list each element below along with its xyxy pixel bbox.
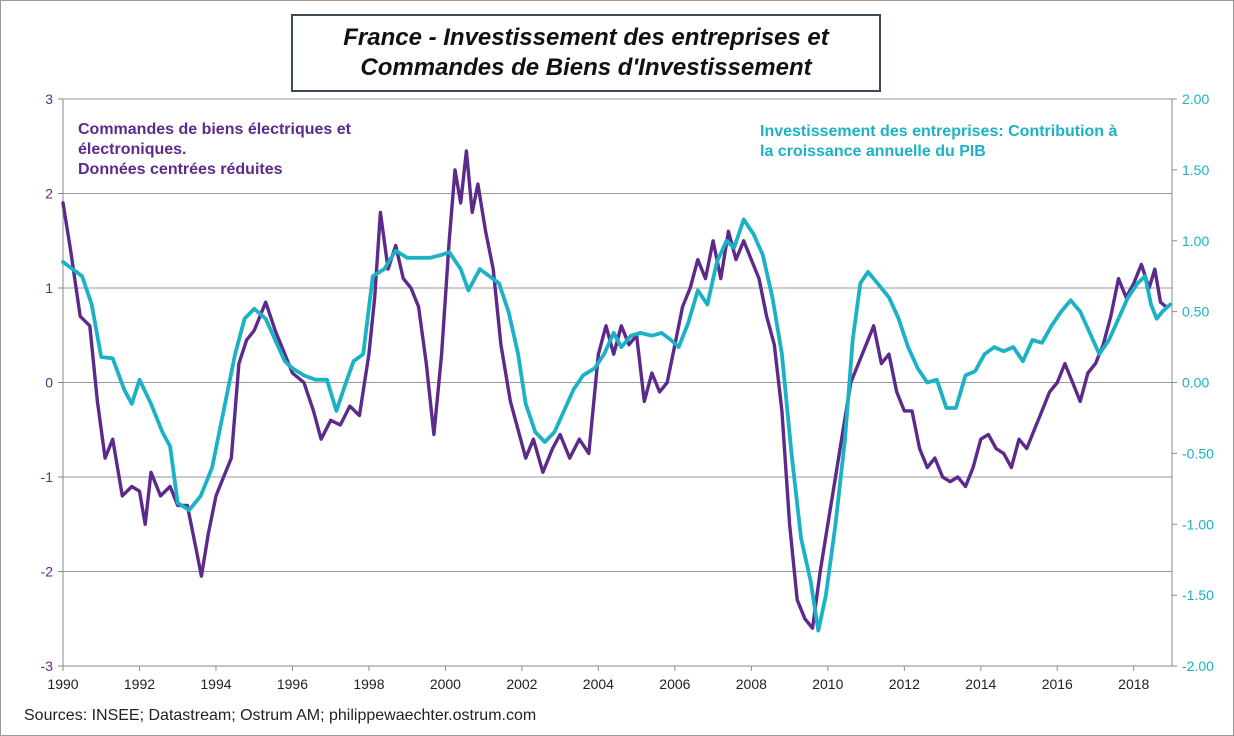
legend-right-line-2: la croissance annuelle du PIB: [760, 143, 986, 160]
series-lines: [61, 149, 1172, 633]
left-tick-label-5: -2: [41, 564, 54, 580]
left-tick-label-2: 1: [45, 280, 53, 296]
left-tick-label-4: -1: [41, 469, 54, 485]
x-tick-label-1: 1992: [124, 676, 155, 692]
x-tick-label-9: 2008: [736, 676, 767, 692]
left-tick-label-3: 0: [45, 375, 53, 391]
right-tick-label-4: 0.00: [1182, 375, 1209, 391]
x-tick-label-13: 2016: [1042, 676, 1073, 692]
right-tick-label-6: -1.00: [1182, 516, 1214, 532]
x-tick-label-7: 2004: [583, 676, 614, 692]
x-tick-label-12: 2014: [965, 676, 996, 692]
right-tick-label-7: -1.50: [1182, 587, 1214, 603]
right-tick-label-8: -2.00: [1182, 658, 1214, 674]
series-line-investissement: [61, 217, 1172, 633]
legend-left-line-3: Données centrées réduites: [78, 161, 283, 178]
legend-right-series: Investissement des entreprises: Contribu…: [760, 122, 1117, 162]
legend-left-line-2: électroniques.: [78, 141, 187, 158]
chart-title-line-1: France - Investissement des entreprises …: [343, 24, 829, 51]
right-tick-label-5: -0.50: [1182, 445, 1214, 461]
series-line-commandes: [61, 149, 1168, 630]
legend-left-series: Commandes de biens électriques et électr…: [78, 120, 351, 180]
x-tick-label-6: 2002: [506, 676, 537, 692]
chart-title-line-2: Commandes de Biens d'Investissement: [360, 54, 812, 81]
legend-left-line-1: Commandes de biens électriques et: [78, 121, 351, 138]
right-tick-label-0: 2.00: [1182, 91, 1209, 107]
x-tick-label-2: 1994: [200, 676, 231, 692]
right-tick-label-2: 1.00: [1182, 233, 1209, 249]
x-tick-label-11: 2012: [889, 676, 920, 692]
left-tick-label-6: -3: [41, 658, 54, 674]
axes: 3 2 1 0 -1 -2 -3 2.00 1.50 1.00 0.50 0.00 -0.50 -1.00…: [41, 91, 1215, 692]
x-tick-label-0: 1990: [47, 676, 78, 692]
right-tick-label-1: 1.50: [1182, 162, 1209, 178]
source-note: Sources: INSEE; Datastream; Ostrum AM; p…: [24, 707, 537, 724]
chart-title-box: France - Investissement des entreprises …: [291, 14, 881, 92]
x-tick-label-4: 1998: [353, 676, 384, 692]
x-tick-label-8: 2006: [659, 676, 690, 692]
right-tick-label-3: 0.50: [1182, 304, 1209, 320]
left-tick-label-0: 3: [45, 91, 53, 107]
legend-right-line-1: Investissement des entreprises: Contribu…: [760, 123, 1118, 140]
gridlines: [63, 98, 1172, 572]
x-tick-label-3: 1996: [277, 676, 308, 692]
x-tick-label-10: 2010: [812, 676, 843, 692]
x-tick-label-14: 2018: [1118, 676, 1149, 692]
x-tick-label-5: 2000: [430, 676, 461, 692]
left-tick-label-1: 2: [45, 186, 53, 202]
